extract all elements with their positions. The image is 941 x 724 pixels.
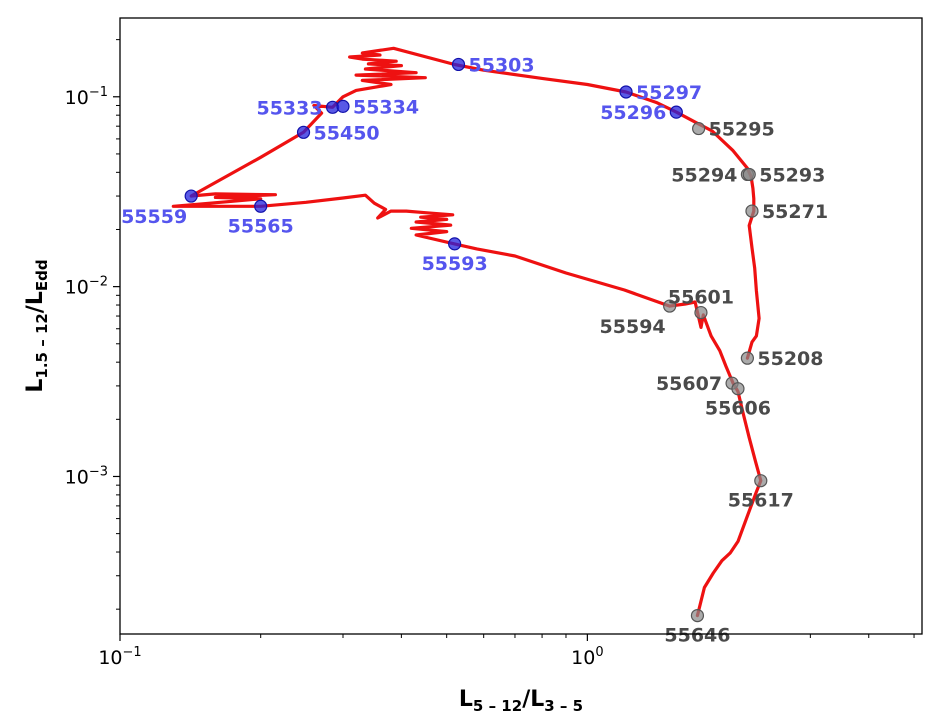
data-point-55293: [742, 167, 756, 182]
point-label-55297: 55297: [636, 82, 702, 104]
data-point-55565: [254, 199, 268, 213]
x-tick-label: 10−1: [98, 645, 141, 669]
y-tick-label: 10−1: [65, 85, 108, 109]
point-label-55593: 55593: [422, 253, 488, 275]
data-point-55296: [669, 105, 683, 119]
point-label-55296: 55296: [600, 102, 666, 124]
point-label-55208: 55208: [757, 348, 823, 370]
data-point-55271: [745, 204, 759, 218]
x-tick-label: 100: [571, 645, 603, 669]
data-point-55295: [692, 121, 706, 136]
track-line: [171, 46, 763, 618]
data-point-55593: [448, 237, 462, 251]
point-label-55334: 55334: [353, 96, 419, 118]
data-point-55559: [184, 189, 198, 203]
x-axis-title-slash: /: [522, 687, 531, 712]
point-label-55559: 55559: [121, 206, 187, 228]
point-label-55606: 55606: [705, 398, 771, 420]
y-tick-labels: 10−3 10−2 10−1: [65, 85, 108, 489]
track-layer: [171, 46, 763, 618]
y-tick-label: 10−2: [65, 275, 108, 299]
point-label-55617: 55617: [728, 490, 794, 512]
point-label-55646: 55646: [664, 625, 730, 647]
data-point-55594: [663, 299, 677, 313]
x-axis-title-main: L: [459, 687, 473, 712]
point-label-55294: 55294: [671, 164, 737, 186]
data-point-55334: [336, 99, 350, 113]
x-axis-title-main2: L: [530, 687, 544, 712]
y-axis-title-main2: L: [23, 291, 48, 305]
data-point-55297: [619, 85, 633, 99]
y-axis-title-main: L: [23, 379, 48, 393]
point-label-55565: 55565: [228, 215, 294, 237]
points-layer: [184, 57, 768, 623]
y-tick-label: 10−3: [65, 464, 108, 488]
point-label-55450: 55450: [314, 122, 380, 144]
x-axis-title-sub2: 3 – 5: [544, 697, 583, 715]
point-label-55295: 55295: [709, 119, 775, 141]
data-point-55617: [754, 474, 768, 488]
data-point-55606: [731, 382, 745, 396]
point-label-55293: 55293: [759, 164, 825, 186]
data-point-55303: [451, 57, 466, 72]
data-point-55208: [740, 351, 755, 365]
data-point-55450: [296, 125, 311, 139]
data-point-55646: [690, 609, 705, 623]
x-tick-labels: 10−1 100: [98, 645, 603, 669]
axis-ticks: [113, 39, 915, 641]
point-label-55594: 55594: [600, 316, 666, 338]
y-axis-title-sub2: Edd: [33, 259, 51, 291]
point-label-55303: 55303: [469, 54, 535, 76]
point-label-55333: 55333: [256, 97, 322, 119]
y-axis-title-sub: 1.5 – 12: [33, 313, 51, 378]
data-point-55601: [694, 305, 708, 320]
plot-frame: [119, 17, 923, 635]
y-axis-title-slash: /: [23, 304, 48, 313]
x-axis-title: L5 – 12/L3 – 5: [459, 687, 583, 715]
point-label-55607: 55607: [656, 373, 722, 395]
x-axis-title-sub: 5 – 12: [473, 697, 522, 715]
y-axis-title: L1.5 – 12/LEdd: [23, 259, 51, 392]
point-label-55271: 55271: [762, 201, 828, 223]
point-label-55601: 55601: [668, 287, 734, 309]
